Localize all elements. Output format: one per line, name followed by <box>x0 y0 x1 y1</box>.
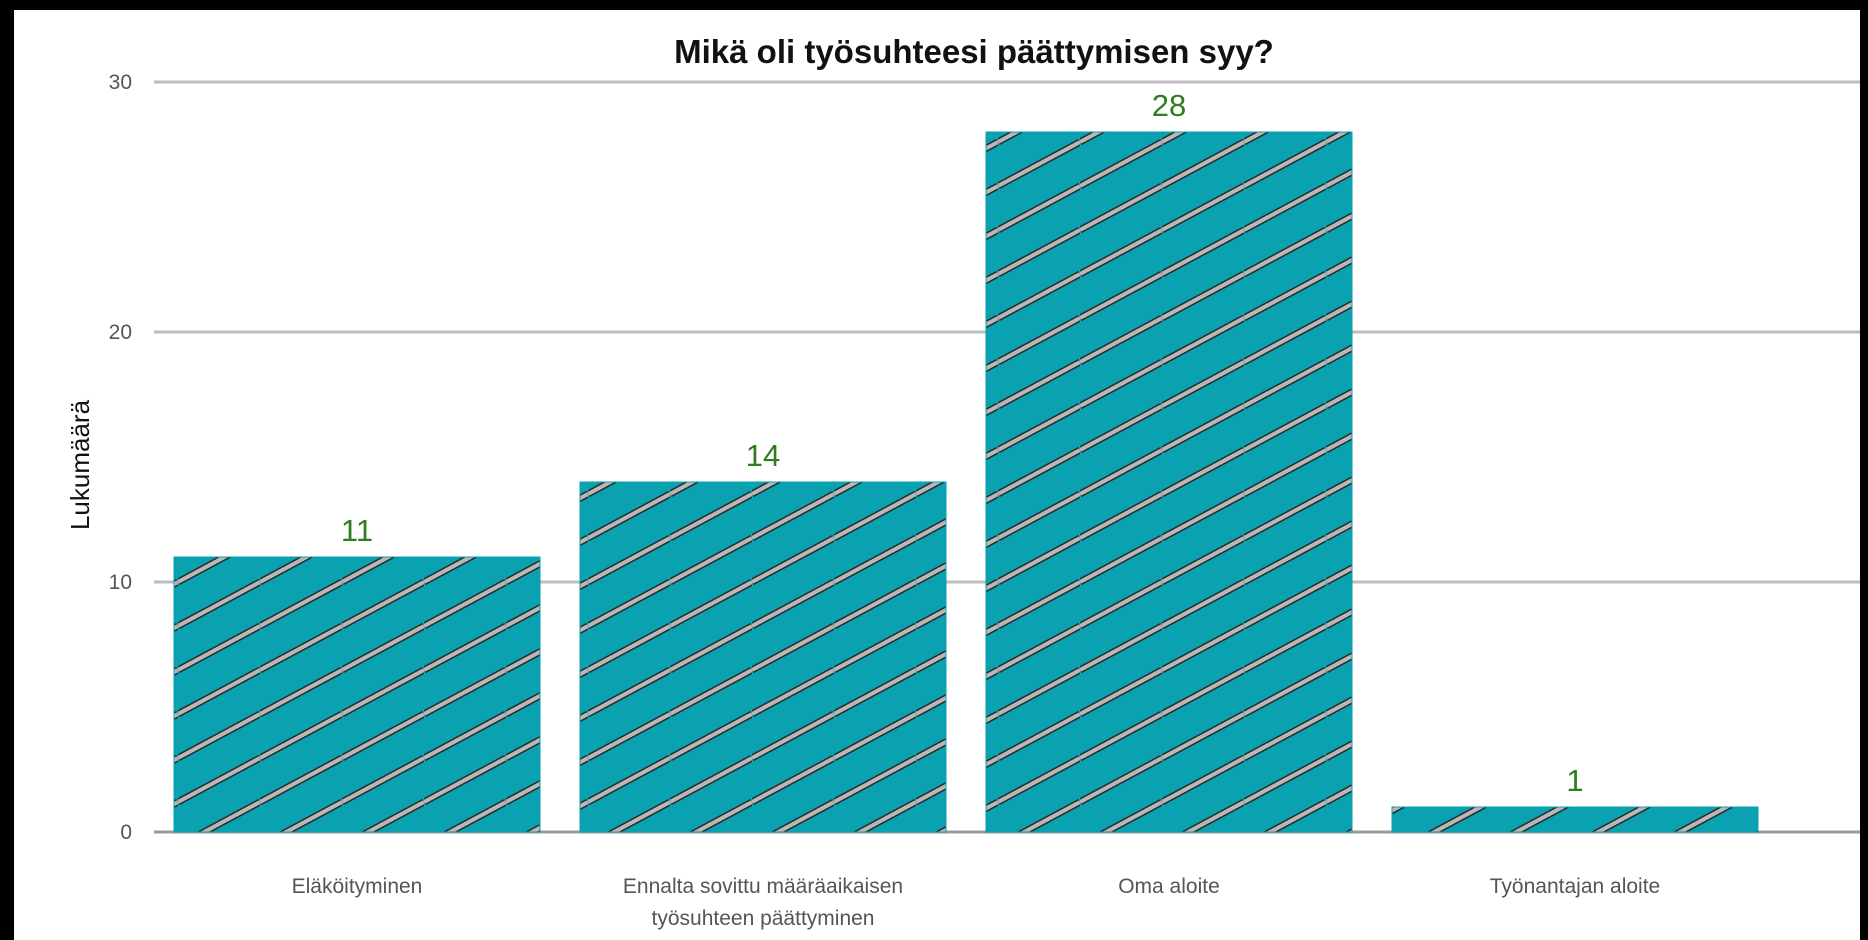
bar <box>173 556 541 833</box>
data-labels: 11 14 28 1 <box>341 88 1584 798</box>
bar <box>579 481 947 833</box>
bar <box>1391 806 1759 833</box>
y-tick-label: 20 <box>109 321 132 344</box>
y-tick-label: 10 <box>109 571 132 594</box>
category-label: Ennalta sovittu määräaikaisen työsuhteen … <box>623 875 903 930</box>
data-label: 14 <box>746 438 780 473</box>
y-axis-label: Lukumäärä <box>65 399 95 530</box>
y-tick-label: 0 <box>120 821 132 844</box>
data-label: 11 <box>341 513 373 548</box>
chart-title: Mikä oli työsuhteesi päättymisen syy? <box>674 33 1274 70</box>
category-label: Oma aloite <box>1118 875 1220 898</box>
category-labels: Eläköityminen Ennalta sovittu määräaikais… <box>292 875 1661 930</box>
bar-chart: Mikä oli työsuhteesi päättymisen syy? 0 1… <box>65 33 1860 930</box>
category-label: Eläköityminen <box>292 875 423 898</box>
category-label: Työnantajan aloite <box>1490 875 1660 898</box>
chart-frame: Mikä oli työsuhteesi päättymisen syy? 0 1… <box>14 10 1860 940</box>
bar <box>985 131 1353 833</box>
y-tick-label: 30 <box>109 71 132 94</box>
bars <box>173 131 1759 833</box>
data-label: 28 <box>1152 88 1186 123</box>
data-label: 1 <box>1566 763 1583 798</box>
y-axis-ticks: 0 10 20 30 <box>109 71 132 844</box>
